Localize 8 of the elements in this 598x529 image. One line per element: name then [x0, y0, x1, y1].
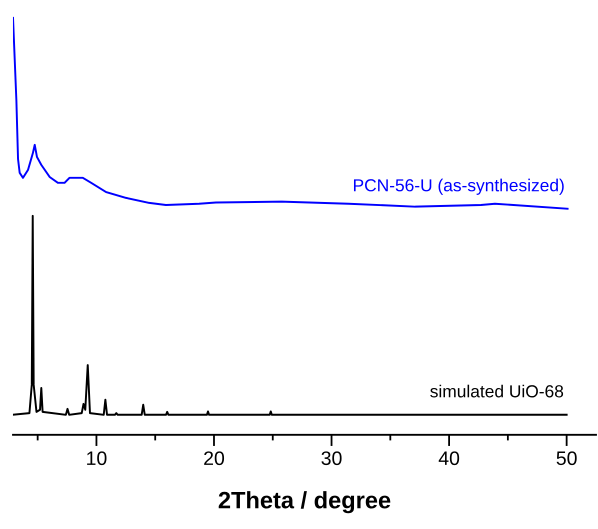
- x-tick-label: 40: [438, 451, 460, 466]
- series-label: PCN-56-U (as-synthesized): [354, 178, 564, 195]
- x-tick-label: 50: [556, 451, 577, 466]
- x-tick-label: 10: [87, 451, 106, 466]
- x-axis-title: 2Theta / degree: [218, 491, 390, 514]
- x-tick-label: 20: [204, 451, 224, 466]
- x-tick-label: 30: [321, 451, 342, 466]
- series-label: simulated UiO-68: [430, 384, 564, 398]
